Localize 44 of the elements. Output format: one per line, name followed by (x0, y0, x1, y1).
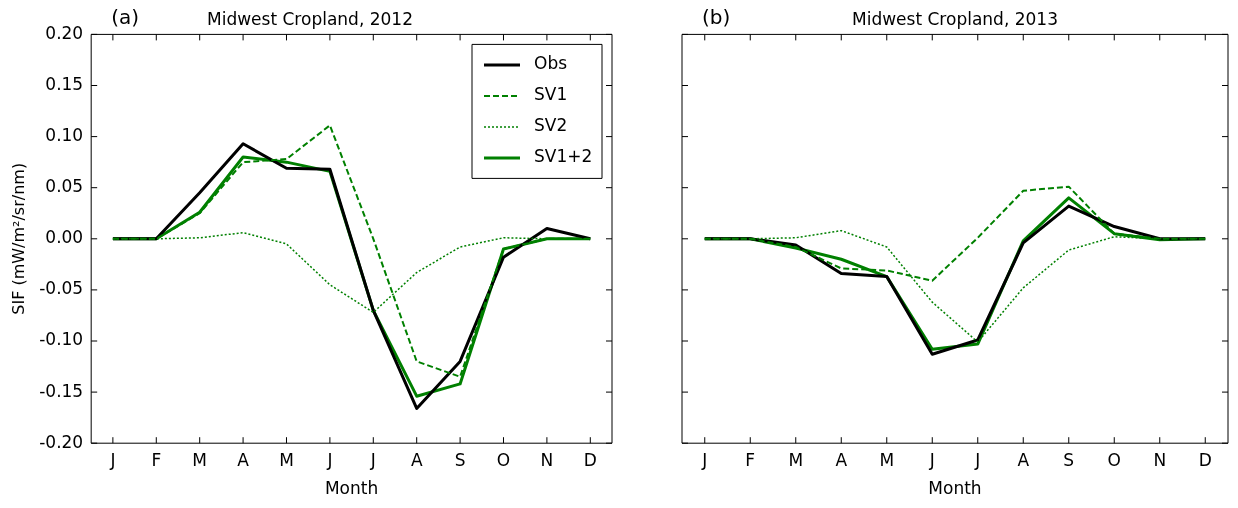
x-tick-label: A (1017, 449, 1030, 470)
x-tick-label: D (1198, 449, 1212, 470)
legend-label: SV1 (534, 84, 568, 105)
x-tick-label: S (454, 449, 466, 470)
x-tick-label: J (109, 449, 116, 470)
x-tick-label: A (835, 449, 848, 470)
text: (b) (702, 4, 731, 29)
y-axis-title: SIF (mW/m²/sr/nm) (8, 162, 28, 315)
x-tick-label: M (788, 449, 804, 470)
x-tick-label: A (237, 449, 250, 470)
y-tick-label: 0.05 (45, 176, 84, 197)
x-axis-title: Month (324, 478, 379, 499)
x-tick-label: D (583, 449, 597, 470)
x-tick-label: J (974, 449, 981, 470)
x-tick-label: J (369, 449, 376, 470)
x-tick-label: M (192, 449, 208, 470)
x-tick-label: N (540, 449, 554, 470)
y-tick-label: 0.15 (45, 73, 84, 94)
x-tick-label: J (326, 449, 333, 470)
x-tick-label: M (879, 449, 895, 470)
x-tick-label: O (1107, 449, 1121, 470)
text: (a) (111, 4, 140, 29)
x-tick-label: A (410, 449, 423, 470)
chart-title: Midwest Cropland, 2012 (207, 8, 413, 29)
x-axis-title: Month (928, 478, 982, 499)
x-tick-label: J (701, 449, 708, 470)
legend-label: Obs (534, 53, 568, 74)
y-tick-label: -0.15 (39, 380, 84, 401)
x-tick-label: M (279, 449, 294, 470)
y-tick-label: 0.00 (45, 227, 84, 248)
y-tick-label: 0.20 (45, 22, 84, 43)
x-tick-label: J (928, 449, 935, 470)
y-tick-label: -0.05 (39, 278, 84, 299)
legend-label: SV1+2 (534, 146, 593, 167)
y-tick-label: -0.10 (39, 329, 84, 350)
y-tick-label: -0.20 (39, 431, 84, 452)
legend-label: SV2 (534, 115, 568, 136)
chart-title: Midwest Cropland, 2013 (852, 8, 1058, 29)
x-tick-label: O (496, 449, 511, 470)
x-tick-label: S (1063, 449, 1075, 470)
x-tick-label: N (1153, 449, 1167, 470)
y-tick-label: 0.10 (45, 125, 84, 146)
x-tick-label: F (151, 449, 162, 470)
x-tick-label: F (745, 449, 756, 470)
